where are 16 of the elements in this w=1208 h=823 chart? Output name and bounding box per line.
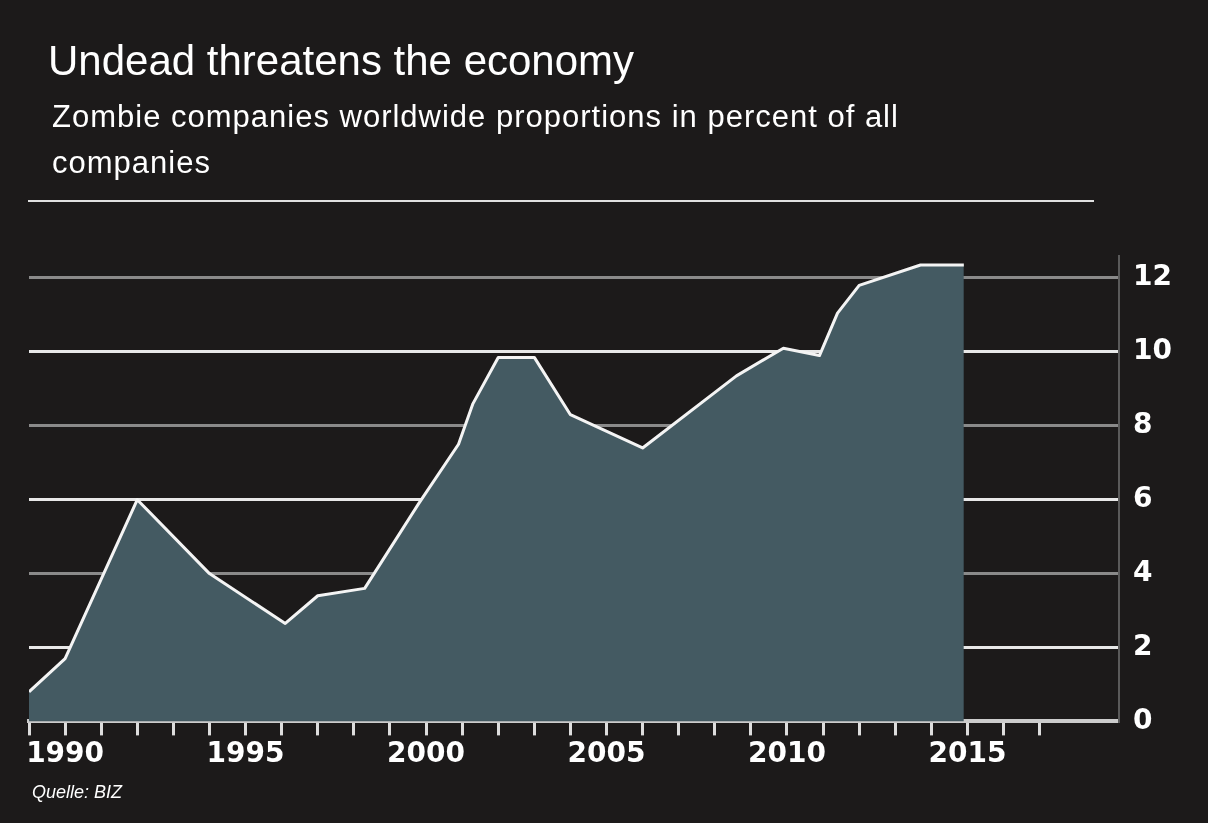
y-tick-label: 2 [1133, 628, 1153, 662]
source-note: Quelle: BIZ [32, 782, 123, 803]
x-tick-label: 2005 [567, 736, 646, 770]
chart-title: Undead threatens the economy [48, 36, 635, 86]
x-tick-label: 1990 [26, 736, 105, 770]
y-tick-label: 0 [1133, 702, 1153, 736]
x-tick-label: 2015 [928, 736, 1007, 770]
x-tick-label: 2010 [748, 736, 826, 770]
y-tick-label: 4 [1133, 554, 1153, 588]
y-tick-label: 10 [1133, 333, 1172, 367]
y-tick-label: 6 [1133, 480, 1153, 514]
x-tick-label: 2000 [387, 736, 465, 770]
y-tick-label: 8 [1133, 407, 1153, 441]
x-tick-label: 1995 [206, 736, 285, 770]
y-tick-label: 12 [1133, 259, 1172, 293]
chart-subtitle: Zombie companies worldwide proportions in percent of all companies [52, 98, 900, 182]
